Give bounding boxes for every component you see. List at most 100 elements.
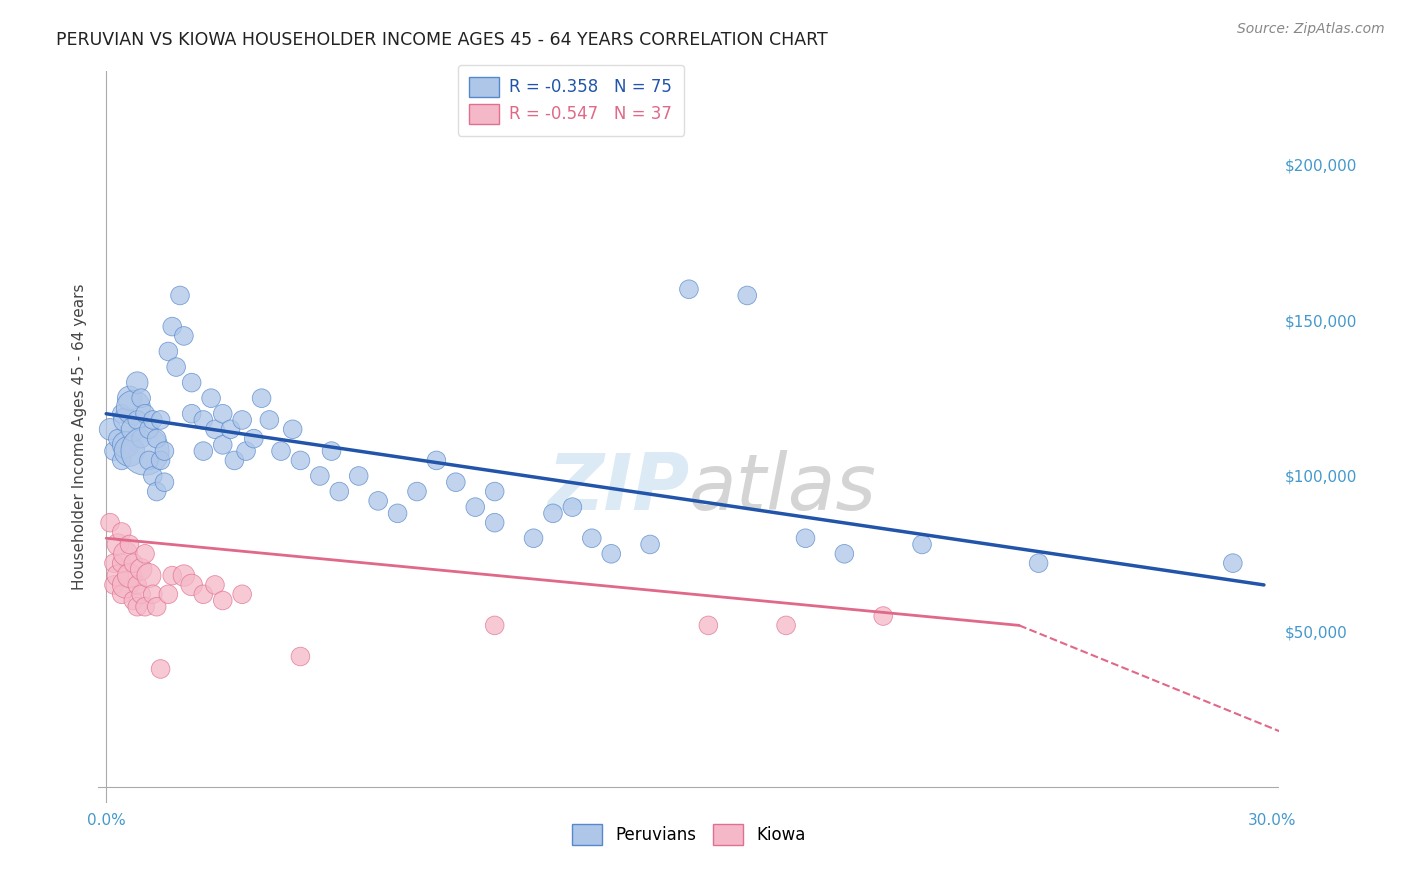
Point	[347, 469, 370, 483]
Point	[243, 432, 266, 446]
Point	[211, 407, 233, 421]
Point	[250, 391, 273, 405]
Point	[231, 587, 253, 601]
Point	[142, 469, 165, 483]
Point	[138, 422, 160, 436]
Point	[638, 537, 661, 551]
Point	[204, 578, 226, 592]
Point	[872, 609, 894, 624]
Point	[309, 469, 332, 483]
Point	[145, 599, 167, 614]
Point	[204, 422, 226, 436]
Point	[464, 500, 486, 515]
Point	[114, 578, 136, 592]
Point	[406, 484, 429, 499]
Point	[678, 282, 700, 296]
Point	[145, 484, 167, 499]
Point	[387, 506, 409, 520]
Point	[149, 662, 172, 676]
Point	[107, 537, 129, 551]
Point	[142, 587, 165, 601]
Point	[129, 432, 152, 446]
Point	[211, 438, 233, 452]
Point	[138, 568, 160, 582]
Point	[1222, 556, 1244, 570]
Point	[328, 484, 350, 499]
Point	[321, 444, 343, 458]
Point	[103, 578, 125, 592]
Point	[484, 516, 506, 530]
Point	[122, 593, 145, 607]
Point	[111, 587, 134, 601]
Point	[219, 422, 242, 436]
Point	[600, 547, 623, 561]
Point	[103, 444, 125, 458]
Text: Source: ZipAtlas.com: Source: ZipAtlas.com	[1237, 22, 1385, 37]
Point	[107, 568, 129, 582]
Point	[834, 547, 856, 561]
Point	[118, 391, 141, 405]
Text: atlas: atlas	[689, 450, 877, 526]
Point	[367, 494, 389, 508]
Point	[180, 578, 202, 592]
Point	[735, 288, 758, 302]
Point	[193, 413, 215, 427]
Point	[134, 547, 156, 561]
Point	[794, 531, 817, 545]
Point	[127, 578, 149, 592]
Point	[561, 500, 583, 515]
Point	[911, 537, 934, 551]
Point	[103, 556, 125, 570]
Point	[235, 444, 257, 458]
Point	[193, 444, 215, 458]
Point	[134, 407, 156, 421]
Point	[98, 422, 121, 436]
Point	[281, 422, 304, 436]
Point	[425, 453, 447, 467]
Point	[153, 444, 176, 458]
Point	[118, 444, 141, 458]
Point	[145, 432, 167, 446]
Point	[484, 618, 506, 632]
Point	[107, 432, 129, 446]
Legend: Peruvians, Kiowa: Peruvians, Kiowa	[564, 816, 814, 853]
Point	[541, 506, 564, 520]
Point	[180, 376, 202, 390]
Point	[581, 531, 603, 545]
Point	[290, 649, 312, 664]
Point	[111, 407, 134, 421]
Text: PERUVIAN VS KIOWA HOUSEHOLDER INCOME AGES 45 - 64 YEARS CORRELATION CHART: PERUVIAN VS KIOWA HOUSEHOLDER INCOME AGE…	[56, 31, 828, 49]
Point	[138, 453, 160, 467]
Point	[290, 453, 312, 467]
Point	[211, 593, 233, 607]
Point	[114, 413, 136, 427]
Point	[169, 288, 191, 302]
Point	[127, 413, 149, 427]
Point	[111, 524, 134, 539]
Text: ZIP: ZIP	[547, 450, 689, 526]
Point	[122, 422, 145, 436]
Point	[122, 401, 145, 415]
Point	[118, 537, 141, 551]
Point	[127, 376, 149, 390]
Point	[231, 413, 253, 427]
Point	[173, 329, 195, 343]
Point	[162, 568, 183, 582]
Point	[200, 391, 222, 405]
Point	[129, 391, 152, 405]
Point	[1028, 556, 1050, 570]
Point	[165, 359, 187, 374]
Point	[149, 453, 172, 467]
Point	[118, 568, 141, 582]
Point	[149, 413, 172, 427]
Point	[142, 413, 165, 427]
Point	[162, 319, 183, 334]
Point	[484, 484, 506, 499]
Point	[173, 568, 195, 582]
Point	[224, 453, 246, 467]
Point	[522, 531, 544, 545]
Point	[775, 618, 797, 632]
Point	[153, 475, 176, 490]
Point	[444, 475, 467, 490]
Point	[122, 556, 145, 570]
